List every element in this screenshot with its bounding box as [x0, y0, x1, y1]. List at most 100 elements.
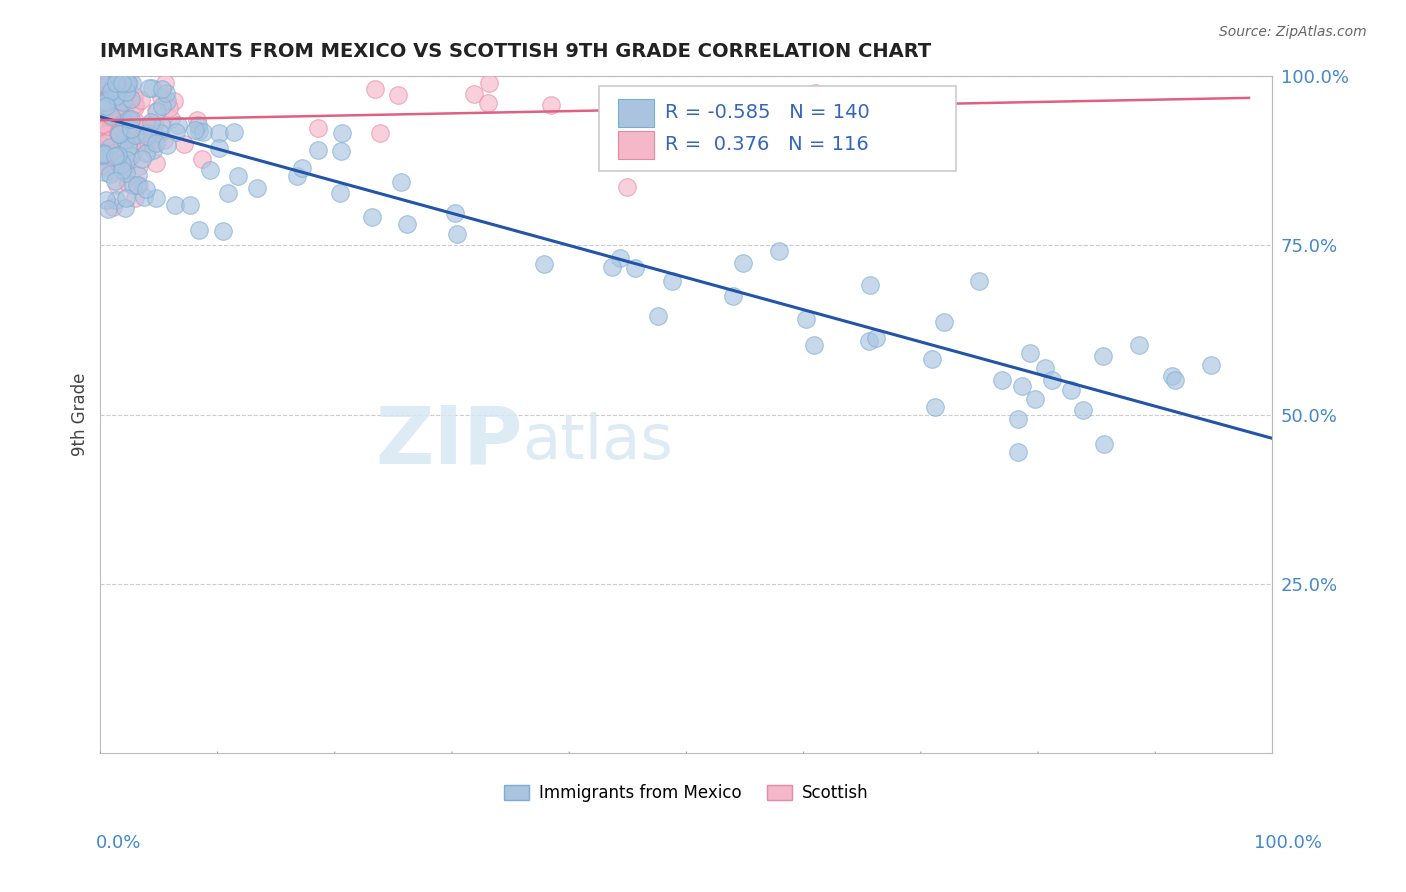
- Point: [117, 140, 139, 154]
- Text: IMMIGRANTS FROM MEXICO VS SCOTTISH 9TH GRADE CORRELATION CHART: IMMIGRANTS FROM MEXICO VS SCOTTISH 9TH G…: [100, 42, 932, 61]
- Point: [97, 107, 120, 121]
- Point: [191, 125, 214, 139]
- Point: [865, 331, 887, 345]
- Point: [149, 126, 172, 140]
- Point: [96, 120, 118, 134]
- Point: [93, 165, 115, 179]
- Point: [111, 135, 134, 149]
- Point: [104, 193, 127, 207]
- Point: [93, 114, 115, 128]
- Point: [157, 101, 180, 115]
- Point: [96, 91, 118, 105]
- Point: [145, 103, 167, 118]
- Point: [107, 103, 129, 117]
- Point: [141, 118, 163, 132]
- Point: [153, 76, 176, 90]
- Point: [1011, 378, 1033, 392]
- Point: [94, 127, 117, 141]
- Point: [108, 127, 131, 141]
- Point: [624, 261, 647, 276]
- Point: [131, 93, 153, 107]
- Point: [96, 95, 118, 109]
- Point: [446, 227, 468, 242]
- Point: [163, 198, 186, 212]
- Point: [134, 190, 156, 204]
- Point: [150, 98, 173, 112]
- Point: [115, 153, 138, 168]
- Point: [661, 274, 683, 288]
- Point: [114, 76, 136, 90]
- Point: [794, 312, 817, 326]
- Point: [1007, 445, 1029, 459]
- Point: [160, 112, 183, 126]
- Point: [114, 201, 136, 215]
- Point: [139, 115, 162, 129]
- Point: [967, 274, 990, 288]
- Point: [104, 99, 127, 113]
- Point: [115, 95, 138, 109]
- Point: [921, 352, 943, 367]
- Point: [463, 87, 485, 101]
- Point: [804, 86, 827, 100]
- Point: [1040, 373, 1063, 387]
- Point: [111, 157, 134, 171]
- Point: [122, 88, 145, 103]
- Point: [1059, 384, 1081, 398]
- Point: [98, 80, 121, 95]
- Point: [104, 76, 127, 90]
- Point: [111, 163, 134, 178]
- Point: [108, 81, 131, 95]
- Point: [112, 115, 135, 129]
- Point: [609, 251, 631, 265]
- Point: [128, 178, 150, 192]
- Point: [118, 121, 141, 136]
- Point: [111, 76, 134, 90]
- Point: [190, 152, 212, 166]
- Point: [111, 156, 134, 170]
- Point: [217, 186, 239, 201]
- Point: [104, 174, 127, 188]
- Point: [291, 161, 314, 175]
- Point: [858, 334, 880, 348]
- Point: [93, 119, 115, 133]
- Point: [396, 217, 419, 231]
- Point: [188, 124, 211, 138]
- Point: [723, 289, 745, 303]
- Point: [118, 135, 141, 149]
- Point: [114, 191, 136, 205]
- Point: [118, 76, 141, 90]
- Point: [1033, 361, 1056, 376]
- Point: [91, 146, 114, 161]
- Point: [97, 202, 120, 217]
- Point: [120, 112, 142, 126]
- Point: [115, 85, 138, 99]
- FancyBboxPatch shape: [599, 87, 956, 171]
- Point: [122, 178, 145, 192]
- Point: [900, 109, 922, 123]
- Point: [101, 80, 124, 95]
- Point: [187, 223, 209, 237]
- Point: [107, 76, 129, 90]
- Point: [105, 112, 128, 127]
- Point: [96, 108, 118, 122]
- Point: [135, 181, 157, 195]
- Point: [330, 126, 353, 140]
- Point: [117, 76, 139, 90]
- Point: [131, 152, 153, 166]
- Point: [127, 133, 149, 147]
- Point: [104, 89, 127, 103]
- Point: [142, 137, 165, 152]
- Point: [179, 198, 201, 212]
- Point: [110, 103, 132, 117]
- Point: [330, 144, 353, 158]
- Point: [103, 83, 125, 97]
- Point: [222, 126, 245, 140]
- Point: [135, 119, 157, 133]
- Point: [115, 87, 138, 101]
- Point: [173, 137, 195, 152]
- Point: [108, 128, 131, 142]
- Point: [768, 244, 790, 259]
- Point: [208, 126, 231, 140]
- Point: [101, 200, 124, 214]
- Point: [212, 224, 235, 238]
